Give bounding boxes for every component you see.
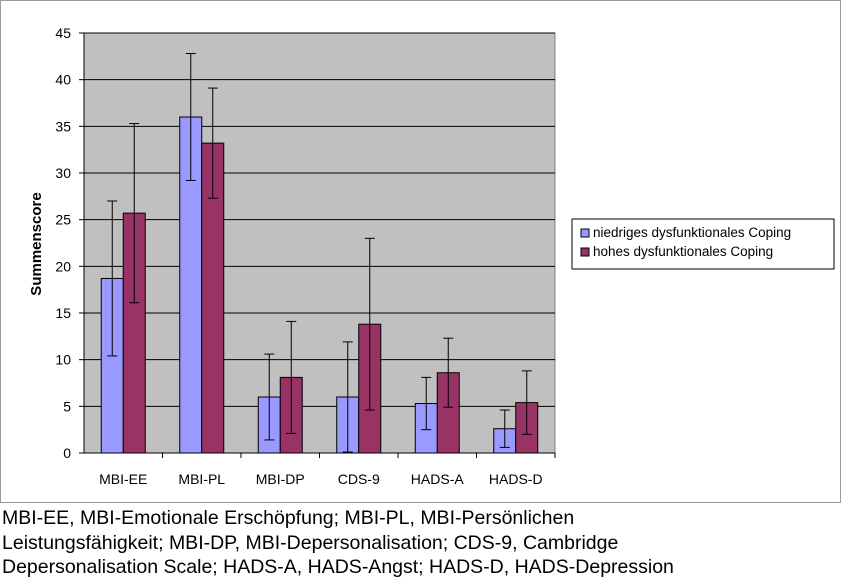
y-tick-label: 30: [55, 165, 71, 181]
legend-swatch: [580, 247, 590, 257]
x-tick-label: CDS-9: [338, 471, 380, 487]
y-tick-label: 45: [55, 25, 71, 41]
plot-area: 0 5 10 15 20 25 30 35 40 45 MBI-EE MBI-PL MBI-DP CDS-…: [55, 25, 556, 487]
y-tick-label: 0: [63, 445, 71, 461]
y-tick-label: 15: [55, 305, 71, 321]
x-tick-label: MBI-DP: [256, 471, 305, 487]
bar-chart: 0 5 10 15 20 25 30 35 40 45 MBI-EE MBI-PL MBI-DP CDS-…: [28, 25, 835, 487]
caption-line-1: MBI-EE, MBI-Emotionale Erschöpfung; MBI-…: [2, 507, 575, 529]
y-tick-label: 10: [55, 352, 71, 368]
legend-label: hohes dysfunktionales Coping: [593, 244, 773, 259]
y-axis-label: Summenscore: [28, 192, 45, 295]
caption-line-3: Depersonalisation Scale; HADS-A, HADS-An…: [2, 556, 674, 578]
legend-box: [571, 218, 835, 270]
y-tick-label: 20: [55, 258, 71, 274]
y-tick-label: 25: [55, 212, 71, 228]
plot-background: [83, 32, 556, 454]
x-tick-label: MBI-PL: [178, 471, 225, 487]
x-tick-label: MBI-EE: [99, 471, 147, 487]
x-tick-label: HADS-A: [411, 471, 465, 487]
y-tick-label: 40: [55, 72, 71, 88]
y-tick-label: 35: [55, 118, 71, 134]
legend-label: niedriges dysfunktionales Coping: [593, 225, 791, 240]
legend-swatch: [580, 228, 590, 238]
y-tick-label: 5: [63, 398, 71, 414]
figure-caption: MBI-EE, MBI-Emotionale Erschöpfung; MBI-…: [2, 506, 840, 580]
legend: niedriges dysfunktionales Coping hohes dy…: [571, 218, 835, 270]
caption-line-2: Leistungsfähigkeit; MBI-DP, MBI-Deperson…: [2, 531, 619, 554]
x-tick-label: HADS-D: [489, 471, 543, 487]
